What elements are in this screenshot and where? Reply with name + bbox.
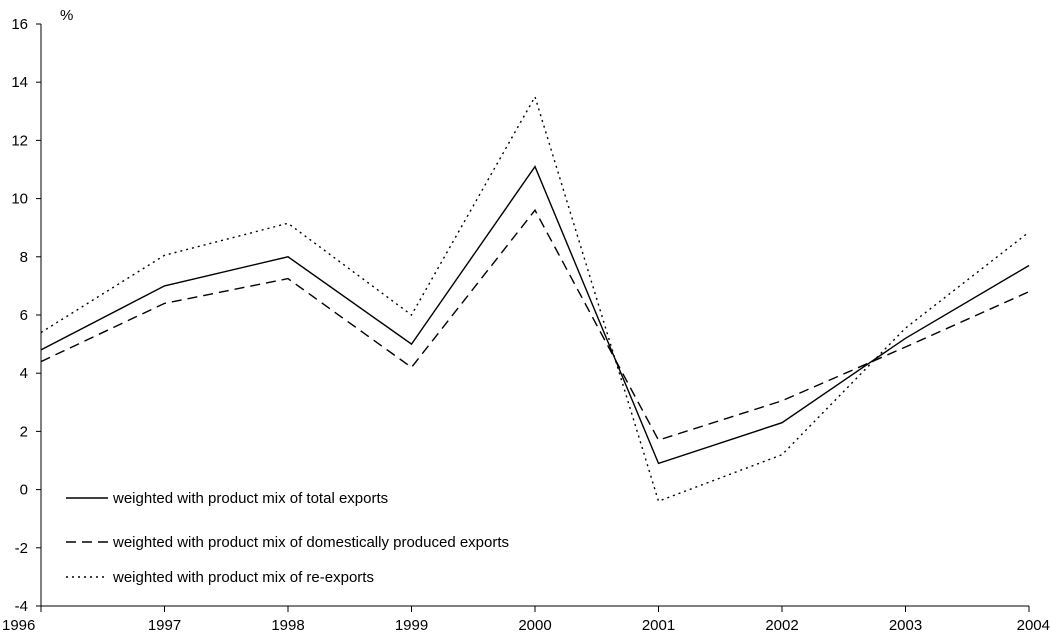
series-line-2 bbox=[41, 210, 1029, 440]
x-tick-label: 1996 bbox=[2, 617, 35, 634]
legend: weighted with product mix of total expor… bbox=[66, 490, 509, 586]
y-tick-label: 0 bbox=[20, 482, 28, 499]
y-tick-label: 10 bbox=[11, 191, 28, 208]
x-tick-label: 2002 bbox=[765, 617, 798, 634]
x-tick-label: 2001 bbox=[642, 617, 675, 634]
y-tick-label: 4 bbox=[20, 365, 28, 382]
y-tick-label: -2 bbox=[15, 540, 28, 557]
x-tick-label: 1998 bbox=[271, 617, 304, 634]
y-tick-label: 14 bbox=[11, 74, 28, 91]
x-tick-label: 2000 bbox=[518, 617, 551, 634]
y-tick-label: 16 bbox=[11, 16, 28, 33]
series-layer bbox=[41, 97, 1029, 501]
y-axis-label: % bbox=[60, 7, 73, 24]
x-tick-label: 1999 bbox=[395, 617, 428, 634]
x-tick-label: 2003 bbox=[889, 617, 922, 634]
y-tick-label: 2 bbox=[20, 423, 28, 440]
legend-label-1: weighted with product mix of total expor… bbox=[112, 490, 388, 507]
y-tick-label: 12 bbox=[11, 132, 28, 149]
x-tick-label: 2004 bbox=[1017, 617, 1050, 634]
legend-label-2: weighted with product mix of domesticall… bbox=[112, 534, 509, 551]
legend-label-3: weighted with product mix of re-exports bbox=[112, 569, 374, 586]
y-tick-label: -4 bbox=[15, 598, 28, 615]
y-tick-label: 6 bbox=[20, 307, 28, 324]
y-tick-label: 8 bbox=[20, 249, 28, 266]
x-tick-label: 1997 bbox=[148, 617, 181, 634]
